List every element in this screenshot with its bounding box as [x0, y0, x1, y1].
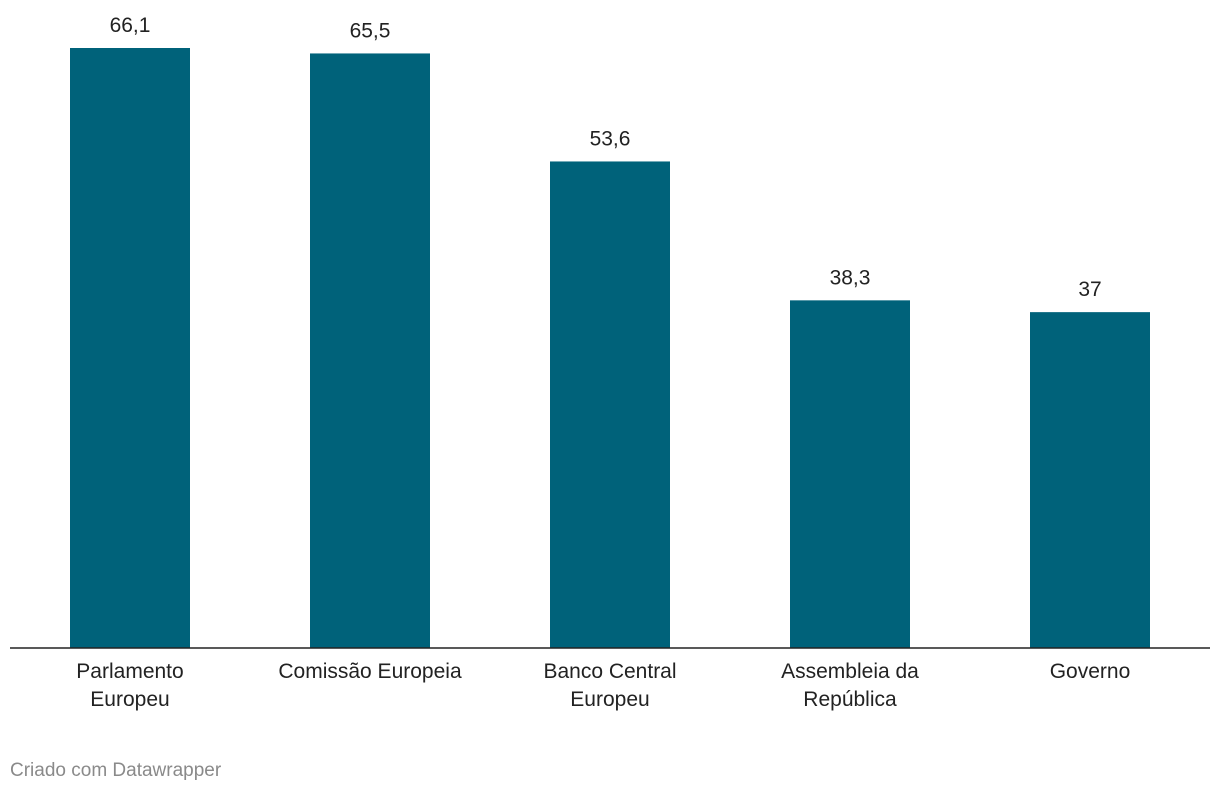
value-label: 38,3: [830, 266, 871, 289]
value-label: 37: [1078, 278, 1101, 301]
footer: Criado com Datawrapper: [10, 760, 222, 781]
value-label: 53,6: [590, 127, 631, 150]
value-label: 65,5: [350, 19, 391, 42]
bar: [310, 53, 430, 649]
x-tick-label: Governo: [1049, 660, 1131, 683]
value-label: 66,1: [110, 14, 151, 37]
bar: [790, 300, 910, 648]
bar: [70, 48, 190, 648]
x-tick-label: Assembleia da República: [781, 660, 919, 711]
bar: [1030, 312, 1150, 648]
x-tick-label: Banco Central Europeu: [543, 660, 677, 711]
x-tick-label: Comissão Europeia: [278, 660, 462, 683]
x-tick-label: Parlamento Europeu: [76, 660, 184, 711]
bar: [550, 161, 670, 648]
